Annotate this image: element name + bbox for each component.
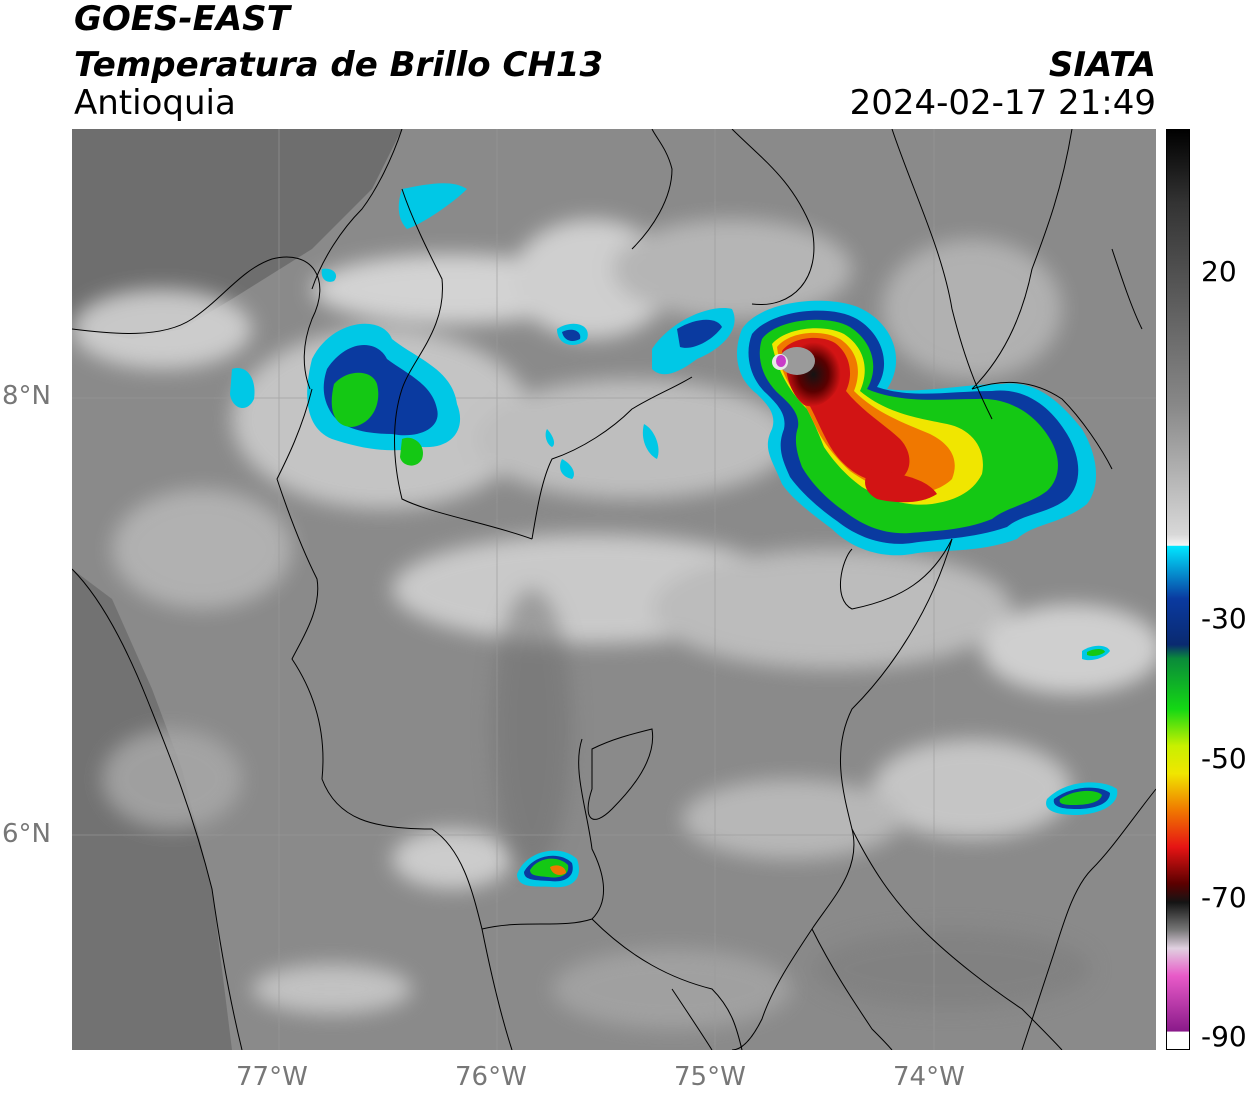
cold-cloud-south	[517, 850, 580, 888]
x-tick-75w: 75°W	[674, 1062, 746, 1092]
colorbar-tick-minus50: -50	[1201, 742, 1247, 775]
boundaries	[72, 129, 1156, 1050]
cold-cloud-west	[230, 183, 467, 466]
cold-cloud-southeast	[1046, 645, 1118, 815]
colorbar-tick-minus70: -70	[1201, 881, 1247, 914]
x-tick-77w: 77°W	[236, 1062, 308, 1092]
y-tick-6n: 6°N	[2, 819, 51, 849]
colorbar-graphic	[1166, 129, 1196, 1050]
satellite-map	[72, 129, 1156, 1050]
cold-cloud-storm	[737, 300, 1097, 556]
x-tick-76w: 76°W	[455, 1062, 527, 1092]
x-tick-74w: 74°W	[893, 1062, 965, 1092]
brand-label: SIATA	[1048, 45, 1156, 85]
map-canvas	[72, 129, 1156, 1050]
datetime-label: 2024-02-17 21:49	[849, 83, 1156, 123]
product-title: Temperatura de Brillo CH13	[74, 45, 604, 85]
y-tick-8n: 8°N	[2, 381, 51, 411]
colorbar-tick-minus30: -30	[1201, 602, 1247, 635]
colorbar-tick-minus90: -90	[1201, 1020, 1247, 1053]
colorbar	[1166, 129, 1196, 1050]
colorbar-tick-20: 20	[1201, 255, 1237, 288]
satellite-title: GOES-EAST	[74, 0, 290, 39]
cold-cloud-center	[545, 308, 735, 479]
region-label: Antioquia	[74, 83, 236, 123]
